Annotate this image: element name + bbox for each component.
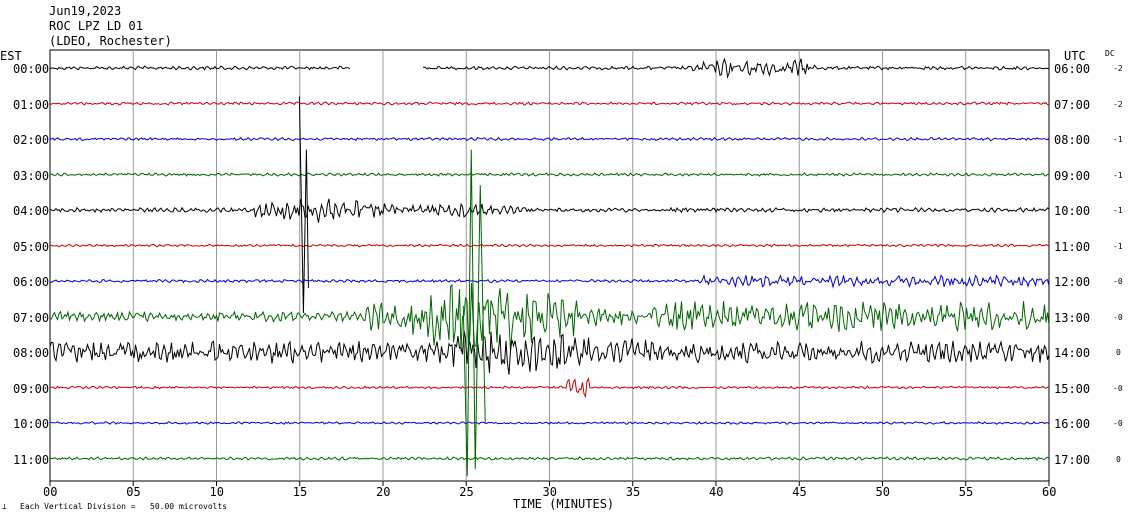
row-utc-label: 14:00 [1054, 346, 1091, 360]
row-utc-label: 06:00 [1054, 62, 1091, 76]
x-tick-label: 55 [958, 485, 974, 499]
row-dc-label: -1 [1113, 135, 1123, 144]
trace-row-0900 [49, 377, 1050, 399]
x-tick-label: 45 [792, 485, 807, 499]
row-utc-label: 07:00 [1054, 97, 1091, 112]
x-tick-label: 05 [126, 485, 141, 499]
row-est-label: 07:00 [13, 310, 50, 325]
scale-icon: ⊥ [2, 502, 7, 511]
row-dc-label: -0 [1113, 312, 1123, 322]
row-est-label: 04:00 [13, 204, 50, 218]
row-est-label: 03:00 [13, 168, 50, 183]
row-utc-label: 10:00 [1054, 204, 1091, 218]
row-utc-label: 16:00 [1054, 417, 1091, 431]
row-dc-label: -0 [1113, 277, 1123, 286]
trace-row-0000 [49, 65, 351, 71]
row-dc-label: -1 [1113, 170, 1123, 180]
x-tick-label: 25 [459, 485, 474, 499]
row-dc-label: -2 [1113, 99, 1123, 109]
event-spike-black [298, 96, 309, 313]
row-utc-label: 13:00 [1054, 310, 1091, 325]
scale-note: Each Vertical Division = 50.00 microvolt… [20, 502, 228, 511]
row-utc-label: 17:00 [1054, 452, 1091, 467]
row-utc-label: 09:00 [1054, 168, 1091, 183]
row-est-label: 11:00 [13, 452, 50, 467]
trace-row-0700 [49, 283, 1050, 352]
row-utc-label: 15:00 [1054, 381, 1091, 396]
trace-row-0600 [49, 273, 1050, 289]
x-tick-label: 15 [292, 485, 308, 499]
trace-row-1100 [49, 456, 1050, 461]
trace-row-0400 [49, 198, 1050, 223]
trace-row-0500 [49, 243, 1050, 248]
event-spike-green [462, 149, 486, 477]
date-label: Jun19,2023 [49, 4, 122, 18]
x-tick-label: 35 [625, 485, 641, 499]
row-est-label: 08:00 [13, 346, 50, 360]
utc-label: UTC [1064, 49, 1086, 63]
x-tick-label: 60 [1042, 485, 1057, 499]
row-dc-label: -2 [1113, 64, 1123, 73]
row-dc-label: 0 [1116, 454, 1121, 464]
row-est-label: 00:00 [13, 62, 50, 76]
row-est-label: 09:00 [13, 381, 50, 396]
est-label: EST [0, 49, 22, 63]
trace-row-0200 [49, 136, 1050, 142]
row-est-label: 05:00 [13, 239, 50, 254]
row-est-label: 02:00 [13, 133, 50, 147]
row-utc-label: 11:00 [1054, 239, 1091, 254]
x-tick-label: 20 [376, 485, 391, 499]
network-label: (LDEO, Rochester) [49, 34, 172, 48]
row-dc-label: -1 [1113, 241, 1123, 251]
station-label: ROC LPZ LD 01 [49, 19, 143, 33]
x-tick-label: 10 [209, 485, 224, 499]
trace-row-0300 [49, 172, 1049, 177]
row-dc-label: -0 [1113, 419, 1123, 428]
x-tick-label: 00 [43, 485, 58, 499]
row-utc-label: 12:00 [1054, 275, 1091, 289]
row-est-label: 01:00 [13, 97, 50, 112]
row-dc-label: -0 [1113, 383, 1123, 393]
dc-label: DC [1105, 49, 1115, 58]
row-dc-label: 0 [1116, 348, 1121, 357]
x-tick-label: 40 [709, 485, 724, 499]
x-axis-title: TIME (MINUTES) [513, 497, 615, 511]
trace-row-1000 [49, 421, 1050, 425]
row-utc-label: 08:00 [1054, 133, 1091, 147]
row-est-label: 06:00 [13, 275, 50, 289]
trace-row-0800 [49, 330, 1050, 375]
trace-row-0000 [422, 57, 1049, 79]
row-dc-label: -1 [1113, 206, 1123, 215]
row-est-label: 10:00 [13, 417, 50, 431]
x-tick-label: 30 [542, 485, 557, 499]
x-tick-label: 50 [875, 485, 890, 499]
trace-row-0100 [49, 101, 1049, 106]
